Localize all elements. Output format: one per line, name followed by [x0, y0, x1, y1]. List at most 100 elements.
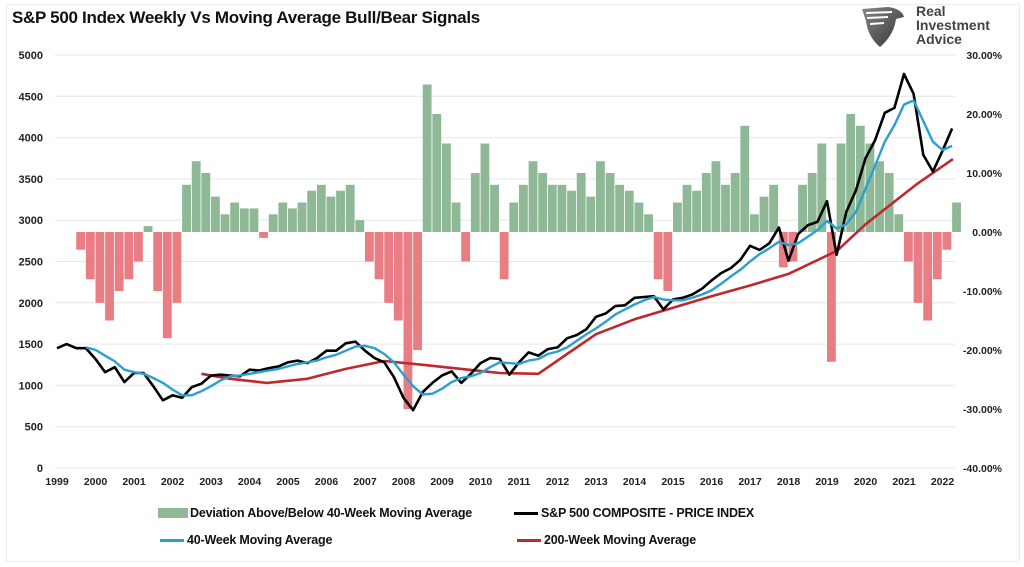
- deviation-bar: [952, 202, 961, 232]
- deviation-bar: [239, 208, 249, 232]
- deviation-bar: [211, 196, 220, 232]
- logo: Real Investment Advice: [858, 3, 1018, 49]
- deviation-bar: [711, 161, 721, 232]
- deviation-bar: [153, 232, 163, 291]
- deviation-bar: [547, 184, 557, 232]
- legend-swatch-ma200: [517, 538, 541, 542]
- legend-label: 200-Week Moving Average: [544, 533, 696, 547]
- deviation-bar: [297, 202, 307, 232]
- y-left-tick-label: 5000: [19, 50, 43, 62]
- deviation-bar: [143, 226, 153, 232]
- eagle-shield-icon: [862, 7, 904, 47]
- deviation-bar: [730, 173, 740, 232]
- chart-plot: 0 500 1000 1500 2000 2500 3000 3500 4000 4500 5000…: [19, 50, 1003, 488]
- deviation-bar: [345, 184, 355, 232]
- y-left-tick-label: 4500: [19, 91, 43, 103]
- price-line: [56, 72, 954, 412]
- y-left-tick-label: 500: [25, 422, 43, 434]
- deviation-bar: [875, 161, 884, 232]
- deviation-bar: [769, 184, 779, 232]
- deviation-bar: [288, 208, 297, 232]
- deviation-bar: [673, 202, 682, 232]
- deviation-bar: [365, 232, 374, 262]
- deviation-bar: [432, 114, 442, 232]
- legend-item-ma40: 40-Week Moving Average: [160, 533, 332, 547]
- x-tick-label: 2001: [122, 476, 146, 488]
- x-tick-label: 2005: [276, 476, 300, 488]
- chart-title: S&P 500 Index Weekly Vs Moving Average B…: [12, 8, 480, 27]
- deviation-bar: [374, 232, 384, 280]
- x-tick-label: 2006: [315, 476, 339, 488]
- deviation-bar: [413, 232, 422, 350]
- deviation-bar: [124, 232, 134, 280]
- deviation-bar: [307, 190, 317, 232]
- deviation-bar: [182, 184, 191, 232]
- deviation-bar: [644, 214, 653, 232]
- legend-label: 40-Week Moving Average: [187, 533, 333, 547]
- deviation-bar: [605, 173, 615, 232]
- deviation-bar: [827, 232, 836, 362]
- x-tick-label: 2009: [430, 476, 454, 488]
- deviation-bar: [76, 232, 86, 250]
- x-tick-label: 2022: [931, 476, 955, 488]
- deviation-bar: [422, 84, 432, 232]
- deviation-bar: [470, 173, 480, 232]
- deviation-bar: [114, 232, 124, 291]
- deviation-bar: [894, 214, 904, 232]
- legend-item-ma200: 200-Week Moving Average: [517, 533, 696, 547]
- deviation-bar: [615, 184, 625, 232]
- deviation-bar: [220, 214, 230, 232]
- deviation-bar: [85, 232, 95, 280]
- deviation-bar: [134, 232, 143, 262]
- deviation-bar: [778, 232, 788, 268]
- deviation-bar: [663, 232, 673, 291]
- deviation-bar: [567, 190, 576, 232]
- y-left-tick-label: 2500: [19, 257, 43, 269]
- deviation-bar: [653, 232, 663, 280]
- y-left-tick-label: 0: [37, 463, 43, 475]
- deviation-bar: [162, 232, 172, 339]
- deviation-bar: [740, 125, 750, 232]
- deviation-bar: [191, 161, 201, 232]
- deviation-bar: [230, 202, 240, 232]
- y-right-tick-label: 10.00%: [966, 168, 1002, 180]
- logo-line: Advice: [916, 31, 962, 47]
- y-left-tick-label: 3000: [19, 215, 43, 227]
- x-tick-label: 2002: [161, 476, 185, 488]
- x-tick-label: 2018: [777, 476, 801, 488]
- x-tick-label: 2008: [392, 476, 416, 488]
- x-tick-label: 2019: [815, 476, 839, 488]
- deviation-bar: [557, 184, 567, 232]
- logo-line: Real: [916, 3, 946, 19]
- legend-item-deviation: Deviation Above/Below 40-Week Moving Ave…: [158, 506, 472, 520]
- deviation-bar: [865, 143, 875, 232]
- deviation-bar: [172, 232, 182, 303]
- deviation-bar: [384, 232, 394, 303]
- deviation-bar: [759, 196, 769, 232]
- x-tick-label: 2017: [738, 476, 762, 488]
- x-tick-label: 2007: [353, 476, 377, 488]
- x-tick-label: 2013: [584, 476, 608, 488]
- x-tick-label: 2021: [892, 476, 916, 488]
- y-right-tick-label: -30.00%: [963, 404, 1003, 416]
- deviation-bar: [105, 232, 114, 321]
- deviation-bar: [480, 143, 490, 232]
- x-tick-label: 2020: [854, 476, 878, 488]
- deviation-bar: [701, 173, 711, 232]
- deviation-bar: [355, 220, 365, 232]
- y-right-tick-label: -10.00%: [963, 286, 1003, 298]
- deviation-bar: [278, 202, 288, 232]
- ma40-line: [85, 99, 953, 397]
- x-tick-label: 2004: [238, 476, 262, 488]
- deviation-bar: [846, 114, 856, 232]
- deviation-bar: [393, 232, 403, 321]
- deviation-bar: [913, 232, 923, 303]
- legend-swatch-ma40: [160, 538, 184, 542]
- deviation-bar: [490, 184, 499, 232]
- deviation-bar: [461, 232, 471, 262]
- deviation-bar: [95, 232, 105, 303]
- deviation-bar: [884, 173, 894, 232]
- x-tick-label: 2000: [84, 476, 108, 488]
- deviation-bar: [634, 202, 644, 232]
- deviation-bar: [692, 190, 702, 232]
